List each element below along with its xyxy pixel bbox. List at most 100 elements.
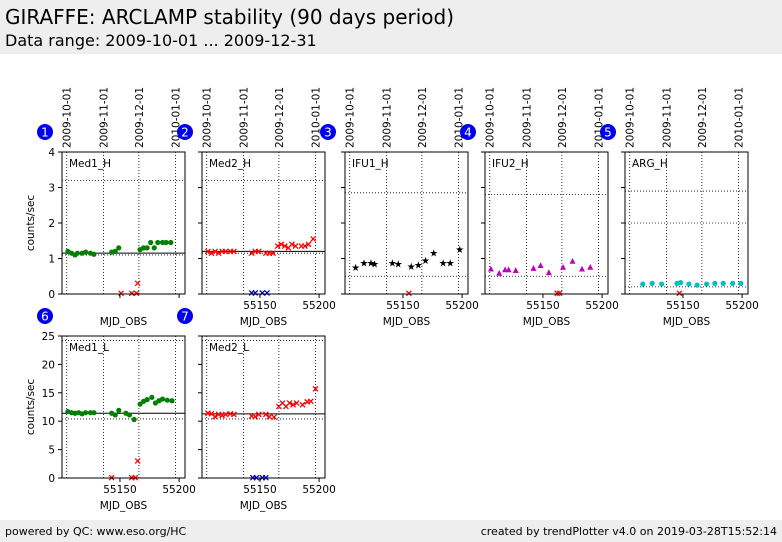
footer-credit: powered by QC: www.eso.org/HC — [5, 525, 187, 538]
data-point: ★ — [446, 258, 455, 269]
data-point — [554, 290, 561, 297]
data-point — [219, 412, 226, 419]
data-point — [299, 401, 306, 408]
date-tick-label: 2010-01-01 — [311, 87, 323, 148]
panel-number-badge — [37, 308, 53, 324]
data-point — [288, 241, 295, 248]
data-point — [578, 265, 585, 272]
data-point: ★ — [359, 258, 368, 269]
panel-7: 55150 55200 MJD_OBS Med2_L 7 — [177, 308, 336, 512]
x-tick-label: 55150 — [386, 300, 419, 312]
data-point — [312, 385, 319, 392]
data-point — [212, 413, 218, 420]
data-point — [168, 239, 174, 246]
panel-number: 5 — [604, 126, 612, 140]
panel-5: 55150 55200 MJD_OBS ARG_H 2009-10-01 2009-11-… — [600, 87, 759, 328]
date-tick-label: 2009-11-01 — [661, 87, 673, 148]
x-tick-label: 55150 — [103, 484, 136, 496]
panel-label: IFU2_H — [492, 158, 529, 170]
data-point — [252, 289, 259, 296]
x-tick-label: 55200 — [302, 484, 335, 496]
y-tick-label: 4 — [48, 147, 55, 159]
data-point — [134, 280, 141, 287]
panel-6: 55150 55200 0 5 10 15 20 25 MJD_OBS counts/sec Med… — [25, 308, 196, 512]
data-point — [505, 266, 512, 273]
data-point — [208, 250, 215, 257]
x-tick-label: 55200 — [725, 300, 758, 312]
y-tick-label: 5 — [48, 445, 55, 457]
data-point — [149, 394, 155, 400]
data-point — [131, 416, 137, 423]
y-axis-label: counts/sec — [25, 379, 37, 436]
x-axis-label: MJD_OBS — [240, 500, 288, 512]
panel-label: ARG_H — [632, 158, 668, 170]
y-tick-label: 25 — [42, 331, 55, 343]
date-tick-label: 2009-10-01 — [625, 87, 637, 148]
date-tick-label: 2009-11-01 — [521, 87, 533, 148]
page-title: GIRAFFE: ARCLAMP stability (90 days peri… — [5, 5, 455, 29]
data-point — [720, 280, 726, 286]
data-point — [264, 289, 271, 296]
date-tick-label: 2009-10-01 — [485, 87, 497, 148]
data-point — [134, 458, 141, 464]
panel-number: 6 — [41, 310, 49, 324]
panel-1: 0 1 2 3 4 MJD_OBS counts/sec Med1_H 2009-10-01 20… — [25, 87, 186, 328]
data-point — [676, 290, 683, 297]
x-tick-label: 55150 — [526, 300, 559, 312]
data-point — [677, 280, 684, 286]
data-point: ★ — [388, 258, 397, 269]
data-point — [545, 269, 552, 276]
y-tick-label: 0 — [48, 289, 55, 301]
panel-label: Med1_L — [69, 342, 109, 354]
data-point — [74, 250, 80, 256]
data-point — [133, 290, 140, 297]
data-point — [274, 243, 281, 250]
date-tick-label: 2009-10-01 — [62, 87, 74, 148]
data-point — [137, 401, 143, 407]
plot-frame — [484, 151, 609, 295]
panel-4: 55150 55200 MJD_OBS IFU2_H 2009-10-01 2009-11… — [460, 87, 619, 328]
data-point — [144, 397, 150, 403]
panel-number: 3 — [324, 126, 332, 140]
panel-number-badge — [320, 124, 336, 140]
footer-generator: created by trendPlotter v4.0 on 2019-03-… — [480, 525, 777, 538]
data-point — [649, 280, 655, 286]
plot-frame — [201, 151, 326, 295]
x-axis-label: MJD_OBS — [383, 316, 431, 328]
data-point — [271, 414, 278, 421]
date-tick-label: 2009-11-01 — [238, 87, 250, 148]
panel-number: 4 — [464, 126, 472, 140]
plot-frame — [201, 335, 326, 479]
x-tick-label: 55200 — [302, 300, 335, 312]
data-point — [128, 290, 135, 297]
data-point — [155, 239, 161, 246]
plot-frame — [61, 335, 186, 479]
data-point — [270, 250, 276, 257]
data-point — [730, 280, 736, 286]
page-subtitle: Data range: 2009-10-01 ... 2009-12-31 — [5, 31, 317, 50]
data-point — [169, 398, 175, 404]
x-tick-label: 55200 — [162, 484, 195, 496]
data-point — [126, 412, 133, 418]
panel-label: Med2_L — [209, 342, 249, 354]
date-tick-label: 2010-01-01 — [734, 87, 746, 148]
page-footer: powered by QC: www.eso.org/HC created by… — [0, 520, 782, 542]
panel-number-badge — [460, 124, 476, 140]
panel-number: 1 — [41, 126, 49, 140]
data-point — [204, 248, 211, 255]
data-point — [230, 248, 237, 255]
data-point — [259, 289, 266, 296]
panel-2: 55150 55200 MJD_OBS Med2_H 2009-10-01 2009-11… — [177, 87, 336, 328]
x-tick-label: 55200 — [585, 300, 618, 312]
y-axis-label: counts/sec — [25, 195, 37, 252]
data-point: ★ — [455, 245, 464, 256]
data-point — [112, 248, 118, 254]
data-point — [281, 243, 288, 250]
data-point — [159, 396, 166, 402]
date-tick-label: 2009-12-01 — [274, 87, 286, 148]
data-point — [116, 245, 122, 251]
date-tick-label: 2009-11-01 — [98, 87, 110, 148]
panel-number-badge — [177, 124, 193, 140]
data-point — [215, 411, 222, 418]
